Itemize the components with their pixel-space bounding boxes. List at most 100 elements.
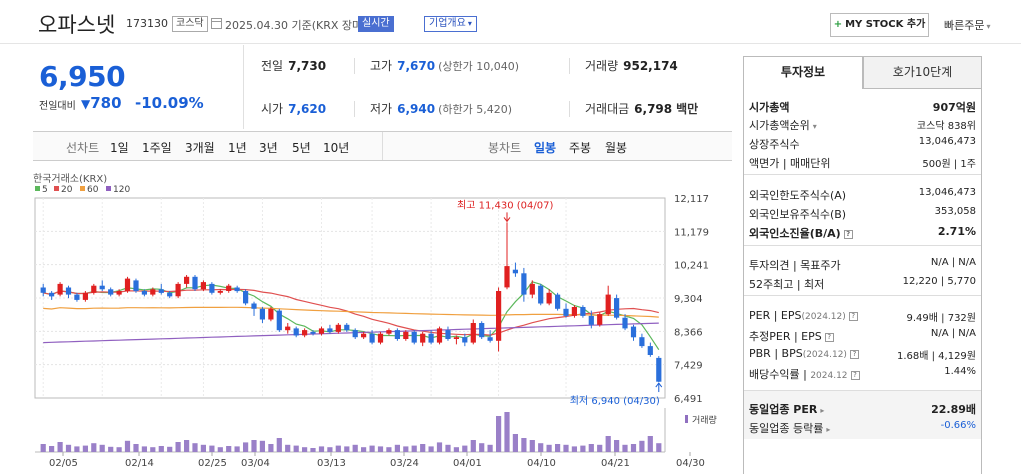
- tab-1day[interactable]: 1일: [110, 141, 129, 155]
- quick-order-button[interactable]: 빠른주문 ▾: [944, 17, 991, 33]
- candle-body: [487, 337, 493, 341]
- help-icon: ?: [849, 350, 859, 359]
- tab-1week[interactable]: 1주일: [142, 141, 172, 155]
- info-row[interactable]: PER | EPS(2024.12)? 9.49배 | 732원: [749, 309, 976, 324]
- info-row[interactable]: 외국인소진율(B/A)? 2.71%: [749, 225, 976, 240]
- tab-5years[interactable]: 5년: [292, 141, 311, 155]
- candle-body: [226, 285, 232, 291]
- tab-1year[interactable]: 1년: [228, 141, 247, 155]
- add-mystock-button[interactable]: + MY STOCK 추가: [830, 13, 929, 37]
- candle-body: [150, 289, 156, 295]
- volume-bar: [436, 442, 443, 452]
- volume-bar: [285, 444, 291, 452]
- volume-bar: [302, 447, 308, 452]
- candle-body: [276, 310, 282, 331]
- candle-body: [175, 283, 181, 297]
- tab-monthly[interactable]: 월봉: [605, 141, 628, 155]
- volume-bar: [394, 444, 400, 452]
- candle-body: [124, 278, 131, 291]
- valuation-section: PER | EPS(2024.12)? 9.49배 | 732원 추정PER | …: [744, 296, 981, 391]
- candle-body: [167, 292, 173, 297]
- foreign-ownership-section: 외국인한도주식수(A) 13,046,473 외국인보유주식수(B) 353,058…: [744, 175, 981, 246]
- company-overview-dropdown[interactable]: 기업개요 ▾: [424, 16, 477, 32]
- info-row[interactable]: PBR | BPS(2024.12)? 1.68배 | 4,129원: [749, 347, 976, 362]
- tab-invest-info[interactable]: 투자정보: [743, 56, 863, 89]
- info-row: 외국인보유주식수(B) 353,058: [749, 206, 976, 221]
- chevron-down-icon: ▾: [812, 122, 817, 131]
- y-tick-label: 7,429: [674, 361, 703, 372]
- invest-info-panel: 투자정보 호가10단계 시가총액 907억원 시가총액순위 ▾ 코스닥 838위 상장…: [743, 56, 982, 474]
- volume-bar: [420, 444, 426, 452]
- x-tick-label: 04/10: [527, 458, 556, 469]
- volume-bar: [614, 440, 620, 452]
- plus-icon: +: [833, 19, 843, 30]
- volume-bar: [251, 440, 257, 452]
- candle-body: [40, 287, 46, 293]
- candle-body: [91, 285, 97, 293]
- volume-bar: [293, 445, 299, 452]
- volume-bar: [200, 444, 206, 452]
- info-row[interactable]: 추정PER | EPS? N/A | N/A: [749, 328, 976, 343]
- date-text: 2025.04.30 기준(KRX 장마감): [225, 19, 377, 32]
- volume-bar: [65, 444, 72, 452]
- volume-bar: [555, 444, 561, 452]
- chevron-right-icon: ▸: [820, 406, 825, 415]
- change-amount: ▼780: [81, 94, 122, 112]
- info-row[interactable]: 동일업종 등락률 ▸ -0.66%: [749, 420, 976, 435]
- volume-bar: [158, 446, 164, 452]
- tab-3months[interactable]: 3개월: [185, 141, 215, 155]
- chart-canvas: 12,117 11,179 10,241 9,304 8,366 7,429 6,491 한국…: [33, 173, 717, 469]
- volume-bar: [82, 445, 88, 452]
- candle-body: [386, 330, 392, 334]
- tab-weekly[interactable]: 주봉: [569, 141, 592, 155]
- info-row: 52주최고 | 최저 12,220 | 5,770: [749, 276, 976, 291]
- ma-legend-label: 5: [42, 185, 48, 195]
- volume-bar: [327, 447, 333, 452]
- candle-body: [285, 326, 291, 331]
- divider: [569, 101, 570, 117]
- volume-bar: [479, 443, 485, 452]
- stat-low: 저가 6,940 (하한가 5,420): [370, 102, 512, 116]
- help-icon: ?: [843, 230, 853, 239]
- tab-10years[interactable]: 10년: [323, 141, 350, 155]
- candle-body: [133, 280, 139, 292]
- info-row[interactable]: 동일업종 PER ▸ 22.89배: [749, 403, 976, 416]
- ma-legend-swatch: [106, 186, 111, 191]
- candle-body: [479, 323, 485, 338]
- stock-header: 오파스넷 173130 코스닥 2025.04.30 기준(KRX 장마감) 실…: [0, 0, 1021, 44]
- info-row[interactable]: 배당수익률 | 2024.12? 1.44%: [749, 366, 976, 381]
- candle-body: [394, 330, 400, 339]
- info-row[interactable]: 시가총액순위 ▾ 코스닥 838위: [749, 119, 976, 132]
- x-tick-label: 04/01: [453, 458, 482, 469]
- tab-orderbook[interactable]: 호가10단계: [863, 56, 982, 89]
- candle-body: [656, 357, 662, 382]
- candle-body: [496, 291, 502, 341]
- volume-bar: [209, 445, 215, 452]
- volume-bar: [74, 446, 80, 452]
- chart-period-tabs: 선차트 1일 1주일 3개월 1년 3년 5년 10년 봉차트 일봉 주봉 월봉: [33, 131, 732, 161]
- volume-bar: [529, 440, 535, 452]
- divider: [382, 132, 383, 160]
- volume-bar: [150, 447, 156, 452]
- candlestick-chart[interactable]: 12,117 11,179 10,241 9,304 8,366 7,429 6,491 한국…: [33, 162, 732, 474]
- candle-body: [571, 307, 577, 316]
- volume-bar: [49, 446, 55, 452]
- x-tick-label: 03/24: [390, 458, 419, 469]
- candle-body: [352, 330, 358, 338]
- y-tick-label: 11,179: [674, 227, 709, 238]
- candle-body: [217, 291, 223, 293]
- plot-frame: [34, 197, 666, 399]
- x-tick-label: 03/04: [241, 458, 270, 469]
- volume-bar: [226, 446, 232, 452]
- stat-high: 고가 7,670 (상한가 10,040): [370, 59, 519, 73]
- volume-bar: [496, 416, 502, 452]
- tab-daily[interactable]: 일봉: [534, 141, 557, 155]
- quick-order-label: 빠른주문: [944, 19, 985, 32]
- realtime-button[interactable]: 실시간: [358, 16, 394, 32]
- ma-legend-swatch: [54, 186, 59, 191]
- opinion-section: 투자의견 | 목표주가 N/A | N/A 52주최고 | 최저 12,220 | …: [744, 246, 981, 296]
- volume-bar: [352, 444, 358, 452]
- market-cap-section: 시가총액 907억원 시가총액순위 ▾ 코스닥 838위 상장주식수 13,046,47…: [744, 89, 981, 175]
- tab-3years[interactable]: 3년: [259, 141, 278, 155]
- y-tick-label: 9,304: [674, 294, 703, 305]
